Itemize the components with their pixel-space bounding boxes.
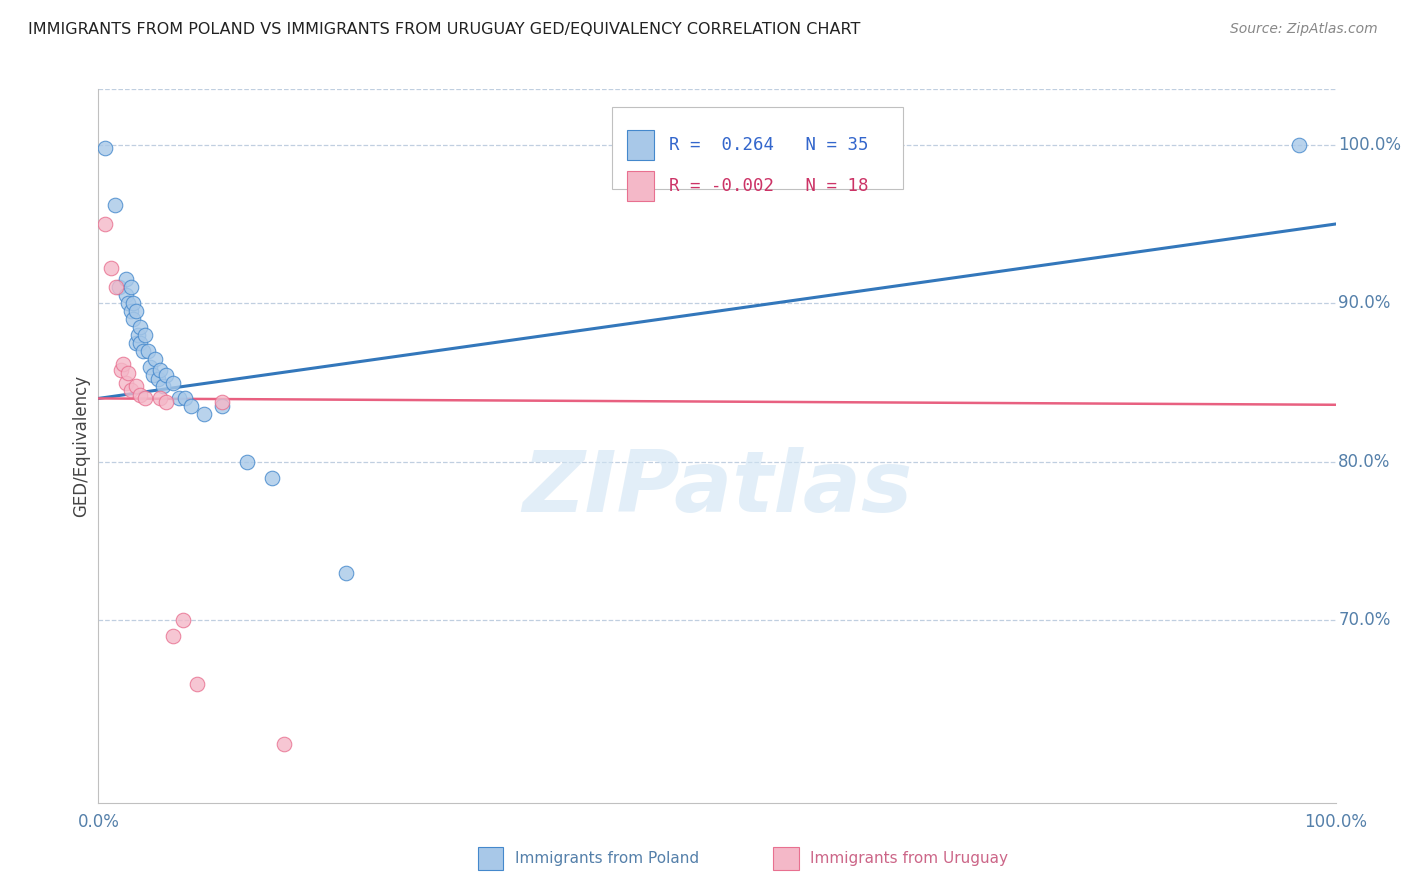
Point bbox=[124, 378, 146, 392]
Bar bbox=[627, 130, 654, 160]
Text: R = -0.002   N = 18: R = -0.002 N = 18 bbox=[669, 177, 869, 194]
Point bbox=[155, 394, 177, 409]
Point bbox=[114, 272, 136, 286]
Point bbox=[142, 368, 165, 382]
Point bbox=[149, 392, 172, 406]
Point bbox=[167, 392, 190, 406]
Point bbox=[112, 357, 135, 371]
Point bbox=[136, 343, 159, 358]
Point bbox=[146, 372, 169, 386]
Bar bbox=[627, 170, 654, 201]
Point bbox=[174, 392, 197, 406]
Text: ZIPatlas: ZIPatlas bbox=[522, 447, 912, 531]
Point bbox=[162, 629, 184, 643]
Text: 100.0%: 100.0% bbox=[1339, 136, 1402, 153]
Point bbox=[124, 335, 146, 350]
Point bbox=[120, 304, 142, 318]
Point bbox=[139, 359, 162, 374]
Point bbox=[117, 296, 139, 310]
Point bbox=[132, 343, 155, 358]
Point bbox=[211, 400, 233, 414]
Point bbox=[186, 677, 208, 691]
Point bbox=[103, 198, 125, 212]
Point bbox=[127, 328, 149, 343]
Point bbox=[93, 141, 115, 155]
Point bbox=[260, 471, 283, 485]
Point bbox=[122, 312, 145, 326]
Point bbox=[335, 566, 357, 580]
Point bbox=[114, 288, 136, 302]
Point bbox=[120, 280, 142, 294]
Point bbox=[100, 261, 122, 276]
Text: R =  0.264   N = 35: R = 0.264 N = 35 bbox=[669, 136, 869, 153]
Point bbox=[120, 384, 142, 398]
Point bbox=[129, 388, 152, 402]
Point bbox=[129, 320, 152, 334]
Text: 80.0%: 80.0% bbox=[1339, 453, 1391, 471]
Point bbox=[117, 366, 139, 380]
Point bbox=[211, 394, 233, 409]
Point bbox=[143, 351, 166, 366]
FancyBboxPatch shape bbox=[612, 107, 903, 189]
Point bbox=[134, 392, 156, 406]
Text: IMMIGRANTS FROM POLAND VS IMMIGRANTS FROM URUGUAY GED/EQUIVALENCY CORRELATION CH: IMMIGRANTS FROM POLAND VS IMMIGRANTS FRO… bbox=[28, 22, 860, 37]
Point bbox=[104, 280, 127, 294]
Text: 70.0%: 70.0% bbox=[1339, 611, 1391, 630]
Text: 90.0%: 90.0% bbox=[1339, 294, 1391, 312]
Text: Source: ZipAtlas.com: Source: ZipAtlas.com bbox=[1230, 22, 1378, 37]
Point bbox=[149, 363, 172, 377]
Point bbox=[134, 328, 156, 343]
Point bbox=[108, 280, 131, 294]
Point bbox=[172, 614, 194, 628]
Point bbox=[129, 335, 152, 350]
Point bbox=[273, 737, 295, 751]
Point bbox=[114, 376, 136, 390]
Point bbox=[122, 296, 145, 310]
Point bbox=[162, 376, 184, 390]
Point bbox=[110, 363, 132, 377]
Y-axis label: GED/Equivalency: GED/Equivalency bbox=[72, 375, 90, 517]
Point bbox=[93, 217, 115, 231]
Point bbox=[152, 378, 174, 392]
Point bbox=[193, 407, 215, 421]
Point bbox=[1288, 137, 1310, 152]
Point bbox=[155, 368, 177, 382]
Text: Immigrants from Poland: Immigrants from Poland bbox=[515, 851, 699, 866]
Point bbox=[180, 400, 202, 414]
Point bbox=[236, 455, 259, 469]
Text: Immigrants from Uruguay: Immigrants from Uruguay bbox=[810, 851, 1008, 866]
Point bbox=[124, 304, 146, 318]
